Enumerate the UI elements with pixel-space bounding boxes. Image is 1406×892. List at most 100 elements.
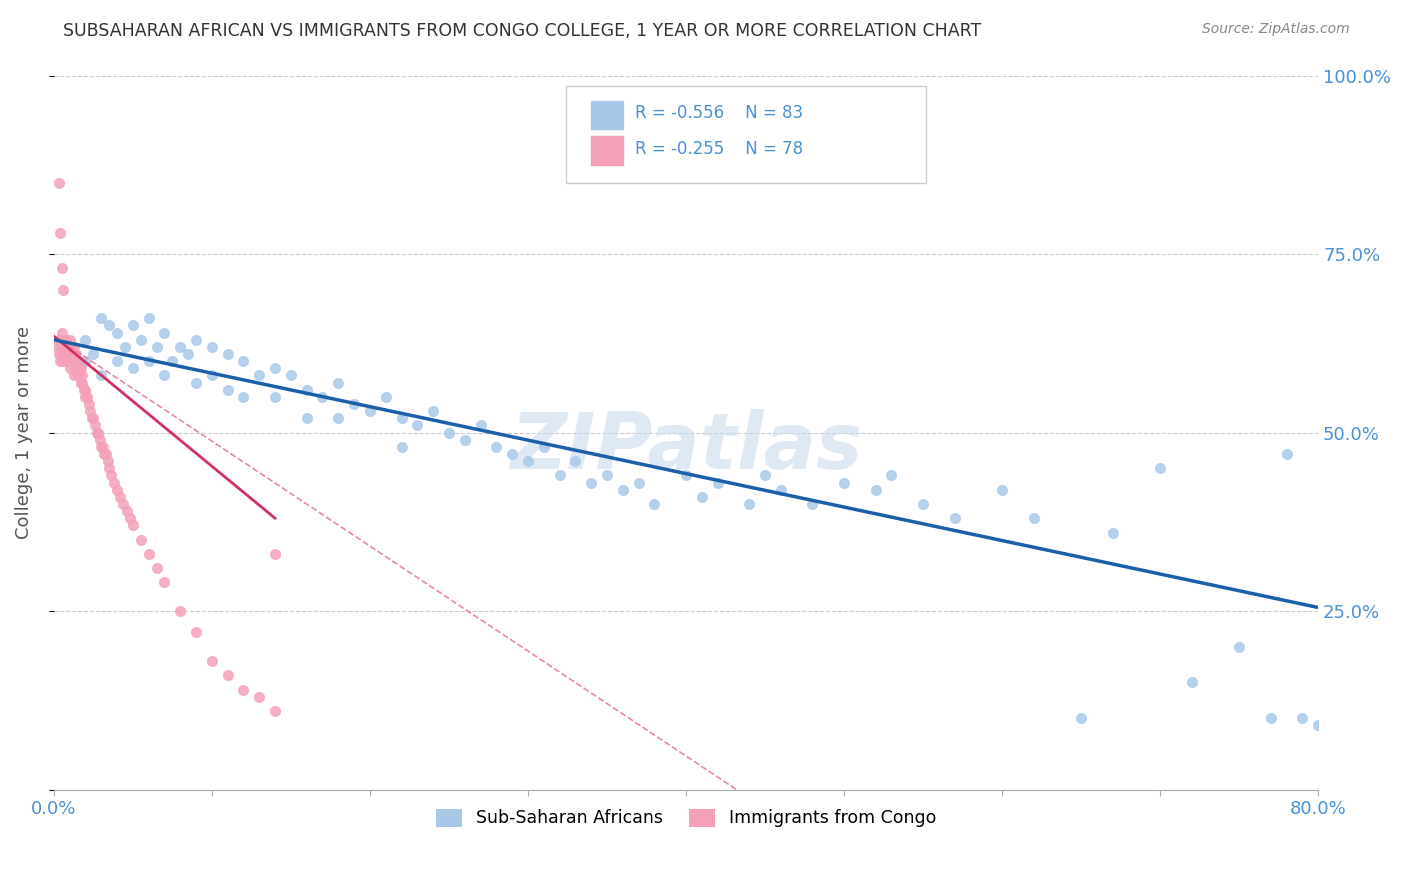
Point bbox=[56, 354, 79, 368]
Point bbox=[121, 361, 143, 376]
Point bbox=[184, 376, 207, 390]
Point bbox=[1275, 447, 1298, 461]
Point bbox=[49, 354, 72, 368]
Point bbox=[359, 404, 381, 418]
Point bbox=[184, 625, 207, 640]
Point bbox=[675, 468, 697, 483]
Point bbox=[1101, 525, 1123, 540]
Point bbox=[82, 347, 104, 361]
Point bbox=[169, 604, 191, 618]
Point bbox=[59, 347, 82, 361]
Point bbox=[118, 511, 141, 525]
Point bbox=[51, 261, 73, 276]
Point bbox=[55, 347, 77, 361]
Point bbox=[48, 176, 70, 190]
Point bbox=[533, 440, 555, 454]
Point bbox=[801, 497, 824, 511]
Point bbox=[129, 333, 152, 347]
Point bbox=[72, 376, 94, 390]
Point bbox=[51, 354, 73, 368]
Point bbox=[153, 368, 176, 383]
Point bbox=[943, 511, 966, 525]
Point bbox=[177, 347, 200, 361]
Point bbox=[90, 368, 112, 383]
Text: ZIPatlas: ZIPatlas bbox=[510, 409, 862, 485]
Point bbox=[121, 318, 143, 333]
Point bbox=[627, 475, 650, 490]
Bar bbox=[591, 136, 623, 165]
Point bbox=[470, 418, 492, 433]
Point bbox=[69, 376, 91, 390]
Point bbox=[53, 354, 76, 368]
Point bbox=[501, 447, 523, 461]
Point bbox=[880, 468, 903, 483]
Point bbox=[86, 425, 108, 440]
Point bbox=[103, 475, 125, 490]
Point bbox=[343, 397, 366, 411]
Point bbox=[63, 368, 86, 383]
Point bbox=[1291, 711, 1313, 725]
Point bbox=[706, 475, 728, 490]
Point bbox=[295, 411, 318, 425]
Point bbox=[138, 311, 160, 326]
Point bbox=[66, 368, 89, 383]
Point bbox=[67, 368, 90, 383]
Point bbox=[153, 575, 176, 590]
Point bbox=[59, 340, 82, 354]
Point bbox=[76, 390, 98, 404]
Point bbox=[105, 354, 128, 368]
Point bbox=[264, 704, 287, 718]
Point bbox=[912, 497, 935, 511]
Text: R = -0.556    N = 83: R = -0.556 N = 83 bbox=[636, 104, 804, 122]
Point bbox=[201, 368, 224, 383]
Point bbox=[53, 340, 76, 354]
Point bbox=[75, 354, 97, 368]
Point bbox=[56, 340, 79, 354]
Point bbox=[97, 454, 120, 468]
Point bbox=[406, 418, 429, 433]
Point bbox=[328, 376, 350, 390]
Point bbox=[145, 561, 167, 575]
Point bbox=[80, 411, 103, 425]
Point bbox=[115, 504, 138, 518]
Point bbox=[201, 654, 224, 668]
Point bbox=[754, 468, 776, 483]
Point bbox=[374, 390, 396, 404]
Point bbox=[67, 361, 90, 376]
Text: Source: ZipAtlas.com: Source: ZipAtlas.com bbox=[1202, 22, 1350, 37]
Point bbox=[75, 390, 97, 404]
Point bbox=[145, 340, 167, 354]
Bar bbox=[591, 101, 623, 129]
Point bbox=[1308, 718, 1330, 732]
Point bbox=[1260, 711, 1282, 725]
Point bbox=[98, 318, 121, 333]
Point bbox=[105, 326, 128, 340]
Point bbox=[93, 447, 115, 461]
Point bbox=[59, 361, 82, 376]
Point bbox=[201, 340, 224, 354]
Point bbox=[84, 418, 107, 433]
Point bbox=[89, 433, 111, 447]
Point bbox=[1181, 675, 1204, 690]
Point bbox=[832, 475, 855, 490]
Point bbox=[94, 447, 117, 461]
Point bbox=[769, 483, 792, 497]
Point bbox=[112, 497, 135, 511]
Point bbox=[690, 490, 713, 504]
Point bbox=[52, 333, 75, 347]
Point bbox=[60, 340, 83, 354]
Point bbox=[121, 518, 143, 533]
Point bbox=[596, 468, 619, 483]
Point bbox=[73, 383, 96, 397]
Point bbox=[55, 333, 77, 347]
Point bbox=[295, 383, 318, 397]
Point bbox=[612, 483, 634, 497]
Point bbox=[1022, 511, 1045, 525]
Point bbox=[1070, 711, 1092, 725]
Point bbox=[52, 347, 75, 361]
Point bbox=[264, 361, 287, 376]
Point bbox=[66, 354, 89, 368]
Point bbox=[91, 440, 114, 454]
Point bbox=[62, 347, 84, 361]
Point bbox=[75, 383, 97, 397]
